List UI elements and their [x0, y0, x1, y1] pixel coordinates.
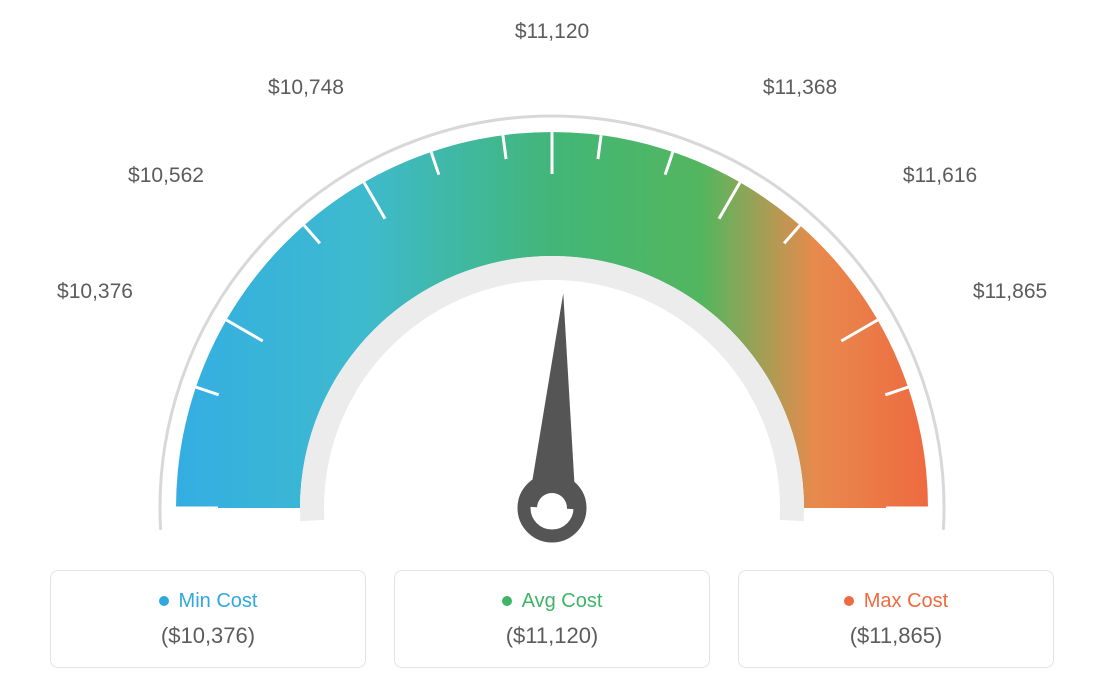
legend-min-title: Min Cost: [179, 590, 258, 613]
avg-dot-icon: [502, 596, 512, 606]
gauge-tick-label: $11,865: [973, 280, 1047, 304]
legend-card-avg: Avg Cost ($11,120): [394, 570, 710, 668]
max-dot-icon: [844, 596, 854, 606]
gauge-tick-label: $10,748: [268, 76, 344, 100]
gauge-tick-label: $10,562: [128, 164, 204, 188]
legend-card-min: Min Cost ($10,376): [50, 570, 366, 668]
gauge-tick-label: $10,376: [57, 280, 133, 304]
gauge-tick-label: $11,120: [515, 20, 589, 44]
gauge-tick-label: $11,368: [763, 76, 837, 100]
legend-max-title: Max Cost: [864, 590, 948, 613]
cost-gauge-chart: $10,376 $10,562 $10,748 $11,120 $11,368 $11,6…: [0, 0, 1104, 530]
min-dot-icon: [159, 596, 169, 606]
legend-max-value: ($11,865): [850, 623, 943, 649]
legend-avg-value: ($11,120): [506, 623, 599, 649]
legend-card-max: Max Cost ($11,865): [738, 570, 1054, 668]
gauge-tick-label: $11,616: [903, 164, 977, 188]
legend-min-value: ($10,376): [161, 623, 255, 649]
legend-avg-title: Avg Cost: [522, 590, 603, 613]
legend-row: Min Cost ($10,376) Avg Cost ($11,120) Ma…: [0, 570, 1104, 668]
